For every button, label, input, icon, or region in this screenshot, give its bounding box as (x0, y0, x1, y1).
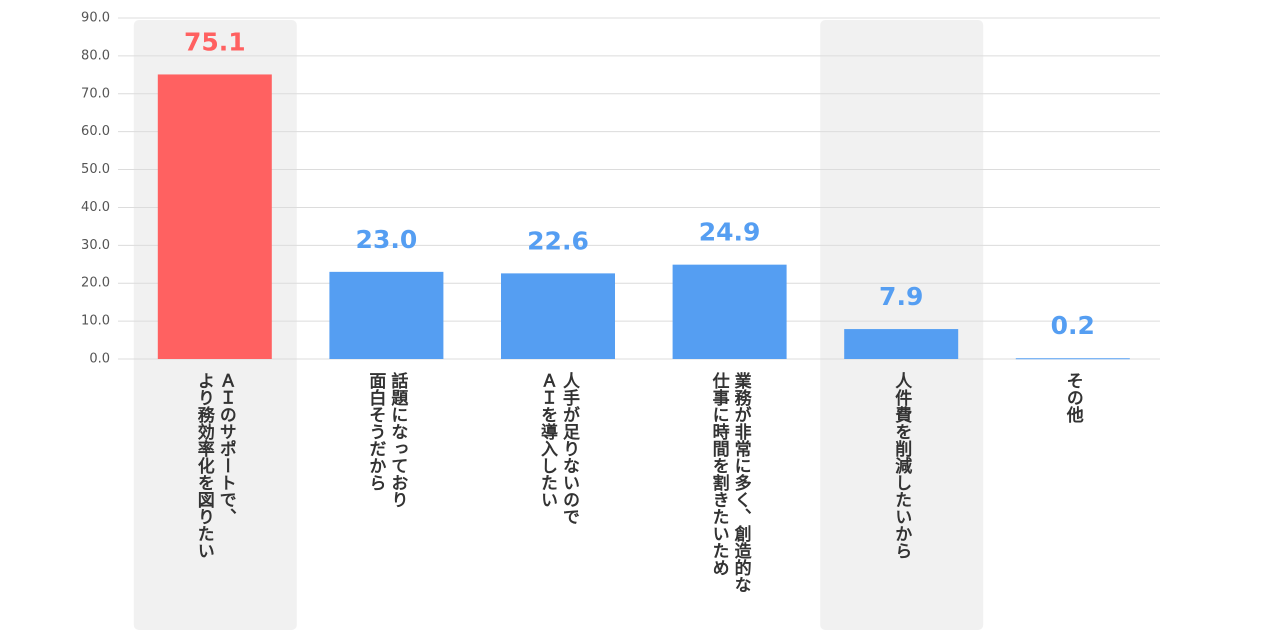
bar (329, 271, 444, 359)
y-tick-label: 30.0 (81, 238, 110, 253)
bar (501, 273, 615, 359)
y-tick-label: 20.0 (81, 276, 110, 291)
value-label: 75.1 (184, 27, 246, 56)
y-tick-label: 40.0 (81, 200, 110, 215)
bar (1015, 358, 1130, 360)
highlight-band (820, 20, 984, 630)
bar (844, 329, 959, 359)
y-tick-label: 10.0 (81, 314, 110, 329)
x-tick-label-box: 業務が非常に多く、創造的な 仕事に時間を割きたいため (708, 372, 751, 593)
value-label: 0.2 (1051, 311, 1095, 340)
x-tick-label: 人手が足りないので ＡＩを導入したい (537, 372, 579, 525)
x-tick-label-box: その他 (1062, 372, 1083, 423)
y-tick-label: 50.0 (81, 162, 110, 177)
y-tick-label: 90.0 (81, 11, 110, 26)
x-tick-label: 業務が非常に多く、創造的な 仕事に時間を割きたいため (708, 372, 751, 593)
value-label: 23.0 (356, 225, 418, 254)
y-tick-label: 80.0 (81, 48, 110, 63)
x-tick-label-box: 人手が足りないので ＡＩを導入したい (537, 372, 579, 525)
bar (672, 264, 787, 359)
x-tick-label-box: 人件費を削減したいから (891, 372, 912, 559)
y-tick-label: 60.0 (81, 124, 110, 139)
x-tick-label-box: 話題になっており 面白そうだから (365, 372, 408, 508)
bar (157, 74, 272, 360)
x-tick-label: その他 (1062, 372, 1083, 423)
y-tick-label: 0.0 (89, 352, 110, 367)
value-label: 22.6 (527, 226, 589, 255)
x-tick-label-box: ＡＩのサポートで、 より務効率化を図りたい (193, 372, 236, 559)
value-label: 24.9 (699, 218, 761, 247)
value-label: 7.9 (879, 282, 923, 311)
y-tick-label: 70.0 (81, 86, 110, 101)
x-tick-label: 話題になっており 面白そうだから (365, 372, 408, 508)
x-tick-label: 人件費を削減したいから (891, 372, 912, 559)
x-tick-label: ＡＩのサポートで、 より務効率化を図りたい (193, 372, 236, 559)
